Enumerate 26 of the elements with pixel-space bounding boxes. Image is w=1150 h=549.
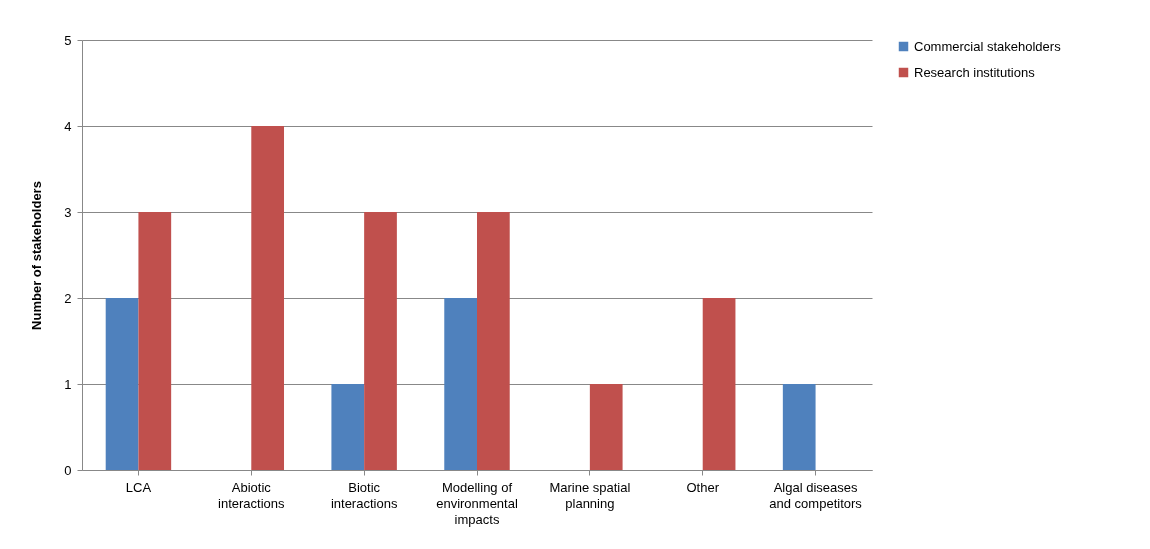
legend-label: Research institutions — [914, 64, 1036, 80]
bar — [105, 298, 139, 470]
x-tick-label: LCA — [125, 479, 152, 495]
bar — [477, 212, 510, 470]
bar — [331, 384, 365, 470]
y-tick-label: 1 — [64, 376, 72, 392]
bar — [364, 212, 397, 470]
bar — [782, 384, 816, 470]
y-tick-label: 3 — [64, 204, 72, 220]
bar — [251, 126, 285, 470]
x-tick-label: Biotic interactions — [330, 479, 398, 511]
x-tick-label: Marine spatial planning — [549, 479, 631, 511]
y-tick-label: 5 — [64, 32, 72, 48]
y-tick-label: 0 — [64, 462, 72, 478]
y-axis-title: Number of stakeholders — [29, 181, 45, 330]
legend-label: Commercial stakeholders — [914, 38, 1062, 54]
x-tick-label: Other — [686, 479, 720, 495]
bar — [589, 384, 623, 470]
bar — [702, 298, 736, 470]
x-tick-label: Algal diseases and competitors — [769, 479, 863, 511]
x-tick-label: Abiotic interactions — [218, 479, 286, 511]
bar — [444, 298, 477, 470]
bar — [138, 212, 172, 470]
x-tick-label: Modelling of environmental impacts — [436, 479, 518, 527]
y-tick-label: 4 — [64, 118, 72, 134]
y-tick-label: 2 — [64, 290, 72, 306]
